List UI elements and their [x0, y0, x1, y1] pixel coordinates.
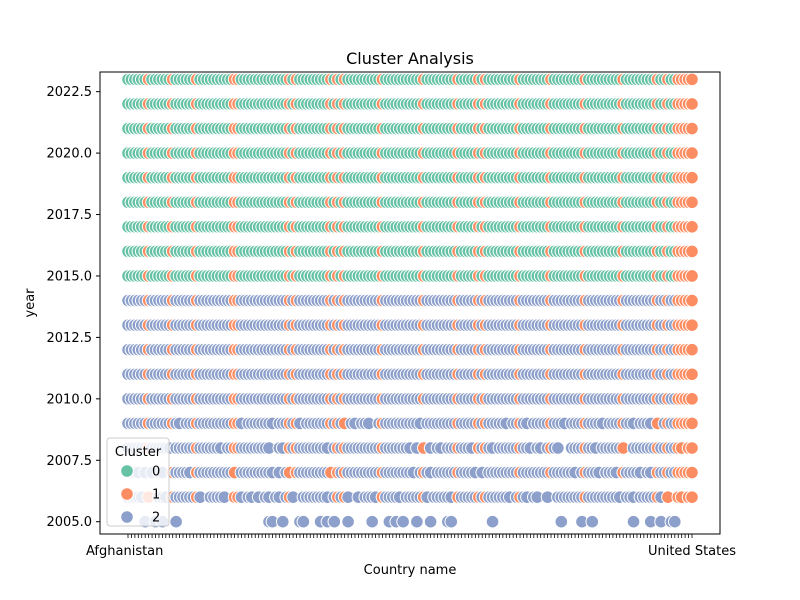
x-tick-label-first: Afghanistan [86, 544, 163, 559]
data-point [685, 220, 699, 234]
y-tick-label: 2007.5 [47, 454, 93, 469]
x-axis: Afghanistan United States [86, 534, 736, 559]
y-tick-label: 2012.5 [47, 331, 93, 346]
data-point [685, 244, 699, 259]
data-point [296, 514, 311, 529]
y-tick-label: 2022.5 [47, 85, 93, 100]
y-tick-label: 2017.5 [47, 208, 93, 223]
legend-label: 2 [152, 511, 160, 526]
data-point [685, 146, 699, 160]
legend-marker [120, 464, 134, 478]
data-point [685, 269, 699, 283]
data-point [685, 121, 699, 136]
data-point [585, 514, 600, 529]
data-point [685, 72, 699, 87]
data-point [275, 514, 290, 529]
data-point [685, 465, 699, 480]
x-tick-label-last: United States [648, 544, 736, 559]
legend-label: 0 [152, 465, 160, 480]
data-point [685, 97, 699, 111]
data-point [685, 367, 699, 382]
legend-marker [120, 510, 134, 524]
chart-title: Cluster Analysis [346, 49, 474, 68]
data-point [327, 514, 342, 529]
data-point [485, 514, 500, 529]
data-point [626, 514, 641, 529]
y-axis: 2005.0 2007.5 2010.0 2012.5 2015.0 2017.5 2020… [47, 85, 100, 530]
data-point [410, 514, 424, 529]
y-axis-label: year [23, 288, 38, 318]
data-point [396, 514, 410, 529]
data-point [685, 441, 699, 455]
data-point [685, 490, 699, 504]
legend-marker [120, 487, 134, 501]
legend: Cluster 0 1 2 [106, 437, 170, 527]
data-point [365, 514, 379, 529]
points-layer [121, 72, 699, 529]
data-point [685, 293, 699, 308]
data-point [423, 514, 438, 529]
data-point [685, 318, 699, 332]
data-point [341, 514, 355, 529]
y-tick-label: 2010.0 [47, 392, 93, 407]
data-point [554, 514, 569, 529]
y-tick-label: 2015.0 [47, 269, 93, 284]
x-axis-label: Country name [364, 563, 457, 578]
data-point [685, 392, 699, 406]
data-point [685, 342, 699, 357]
data-point [169, 514, 183, 529]
data-point [685, 170, 699, 185]
legend-box [106, 437, 170, 527]
data-point [668, 514, 682, 529]
data-point [685, 195, 699, 210]
data-point [685, 416, 699, 431]
y-tick-label: 2020.0 [47, 147, 93, 162]
y-tick-label: 2005.0 [47, 515, 93, 530]
legend-title: Cluster [115, 445, 162, 460]
data-point [444, 514, 459, 529]
data-point [551, 441, 565, 455]
legend-label: 1 [152, 488, 160, 503]
